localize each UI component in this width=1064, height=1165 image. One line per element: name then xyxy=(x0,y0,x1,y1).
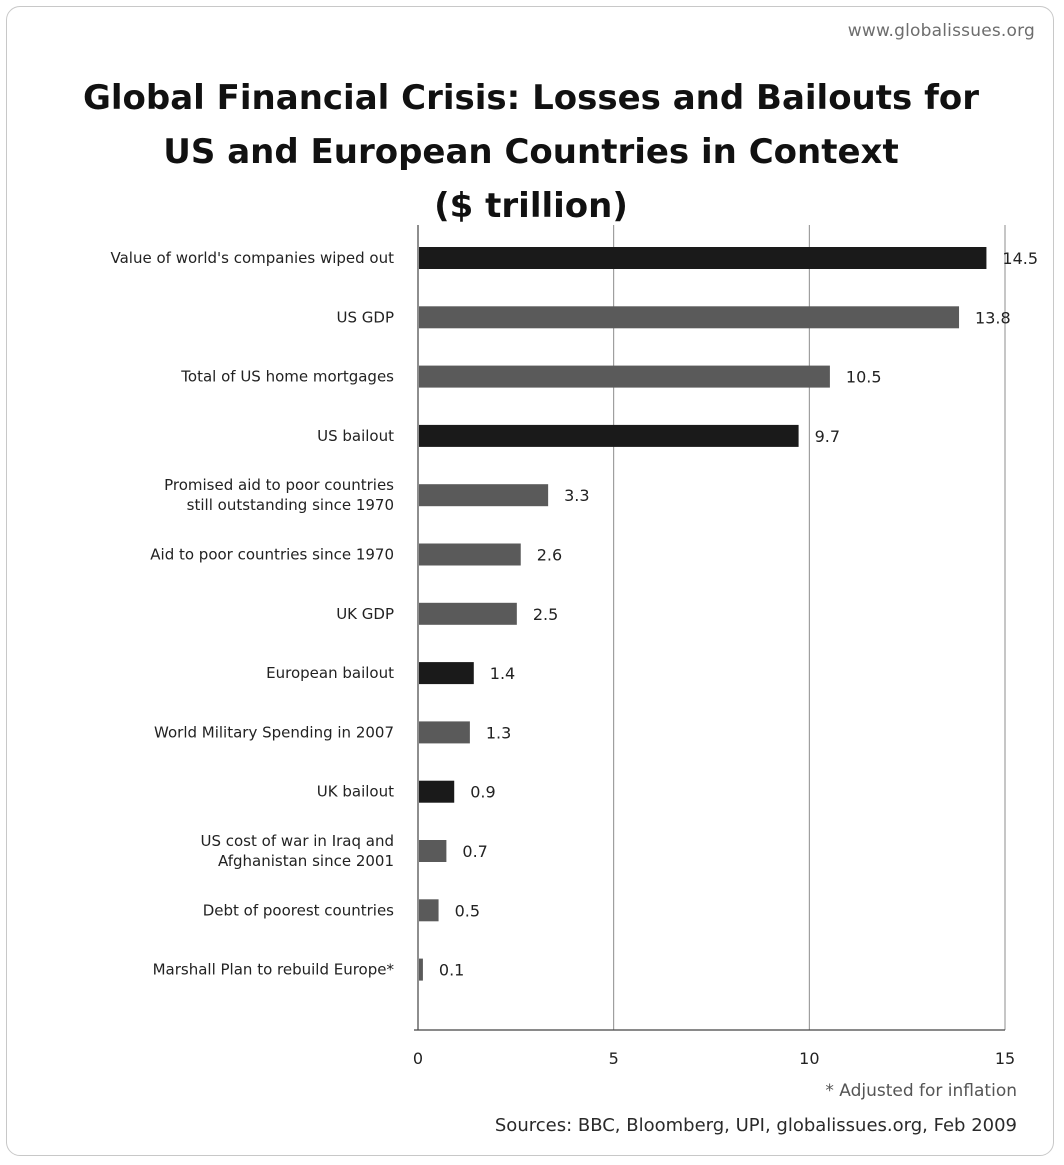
value-label: 0.1 xyxy=(439,961,464,980)
x-tick-label: 10 xyxy=(799,1049,819,1068)
bar xyxy=(419,365,830,388)
chart-title: Global Financial Crisis: Losses and Bail… xyxy=(7,71,1055,233)
category-label: Debt of poorest countries xyxy=(203,901,394,919)
category-label: UK GDP xyxy=(336,605,394,623)
value-label: 0.7 xyxy=(462,842,487,861)
value-label: 9.7 xyxy=(815,427,840,446)
value-label: 14.5 xyxy=(1002,249,1038,268)
category-label: US bailout xyxy=(317,427,394,445)
bar xyxy=(419,840,447,862)
value-label: 3.3 xyxy=(564,486,589,505)
category-label: Aid to poor countries since 1970 xyxy=(150,546,394,564)
category-label: Afghanistan since 2001 xyxy=(218,852,394,870)
category-label: Total of US home mortgages xyxy=(180,368,394,386)
source-url: www.globalissues.org xyxy=(847,21,1035,41)
bar xyxy=(419,484,549,507)
x-tick-label: 15 xyxy=(995,1049,1015,1068)
category-label: US GDP xyxy=(337,308,395,326)
sources-note: Sources: BBC, Bloomberg, UPI, globalissu… xyxy=(494,1115,1017,1136)
category-label: US cost of war in Iraq and xyxy=(200,832,394,850)
value-label: 0.9 xyxy=(470,783,495,802)
value-label: 1.3 xyxy=(486,723,511,742)
category-label: still outstanding since 1970 xyxy=(187,496,394,514)
bar xyxy=(419,602,517,625)
category-label: Value of world's companies wiped out xyxy=(111,249,395,267)
chart-frame: www.globalissues.org Global Financial Cr… xyxy=(6,6,1054,1156)
value-label: 10.5 xyxy=(846,368,882,387)
category-label: Promised aid to poor countries xyxy=(164,476,394,494)
bar xyxy=(419,958,423,981)
chart-title-line-1: Global Financial Crisis: Losses and Bail… xyxy=(82,78,980,118)
x-tick-label: 5 xyxy=(609,1049,619,1068)
category-label: European bailout xyxy=(266,664,394,682)
category-label: Marshall Plan to rebuild Europe* xyxy=(153,961,395,979)
value-label: 2.6 xyxy=(537,546,562,565)
value-label: 0.5 xyxy=(455,901,480,920)
bar xyxy=(419,780,455,803)
bar xyxy=(419,899,439,922)
category-label: World Military Spending in 2007 xyxy=(154,723,394,741)
value-label: 1.4 xyxy=(490,664,515,683)
chart-title-line-3: ($ trillion) xyxy=(434,186,628,226)
bar xyxy=(419,424,799,447)
chart-title-line-2: US and European Countries in Context xyxy=(163,132,899,172)
bar xyxy=(419,306,960,329)
footnote: * Adjusted for inflation xyxy=(825,1081,1017,1101)
bar xyxy=(419,662,474,685)
bar xyxy=(419,721,470,744)
bar xyxy=(419,543,521,566)
value-label: 2.5 xyxy=(533,605,558,624)
bar xyxy=(419,247,987,269)
value-label: 13.8 xyxy=(975,308,1011,327)
x-tick-label: 0 xyxy=(413,1049,423,1068)
category-label: UK bailout xyxy=(317,783,394,801)
